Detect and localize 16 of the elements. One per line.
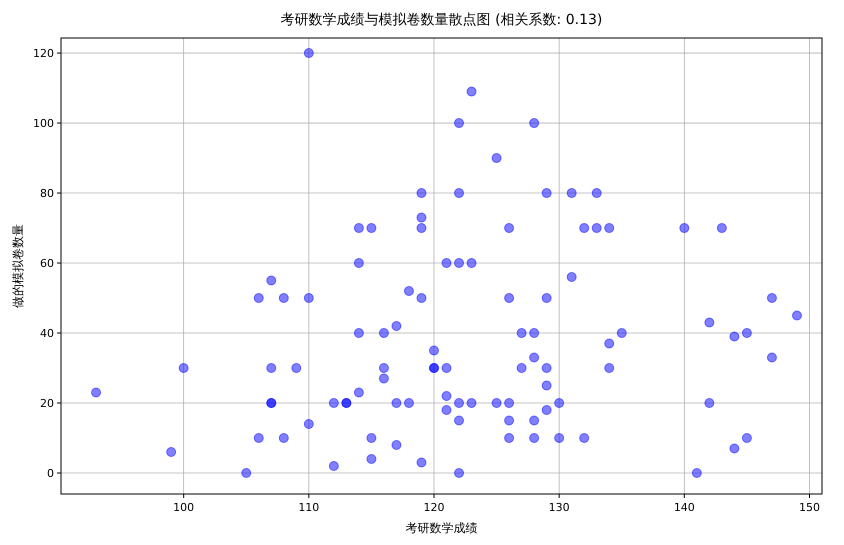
- x-tick-label: 130: [548, 501, 570, 514]
- x-tick-label: 100: [173, 501, 194, 514]
- x-tick-label: 110: [298, 501, 320, 514]
- x-tick-label: 150: [798, 501, 820, 514]
- y-tick-label: 120: [33, 47, 54, 60]
- x-tick-label: 140: [674, 501, 695, 514]
- y-tick-label: 60: [40, 257, 54, 270]
- x-tick-label: 120: [423, 501, 444, 514]
- y-tick-label: 20: [40, 397, 54, 410]
- y-axis-title: 做的模拟卷数量: [11, 224, 25, 308]
- y-tick-label: 0: [47, 467, 54, 480]
- y-tick-label: 40: [40, 327, 54, 340]
- x-axis-title: 考研数学成绩: [406, 521, 478, 535]
- chart-title: 考研数学成绩与模拟卷数量散点图 (相关系数: 0.13): [280, 12, 602, 28]
- y-tick-label: 80: [40, 187, 54, 200]
- y-tick-label: 100: [33, 117, 54, 130]
